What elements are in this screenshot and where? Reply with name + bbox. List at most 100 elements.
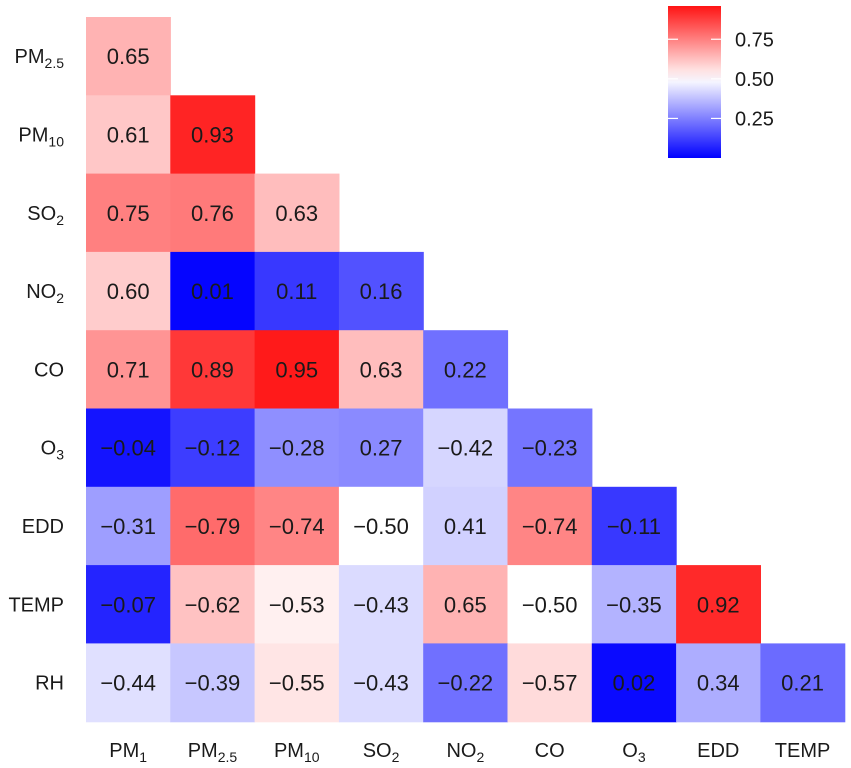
color-legend-ticks: 0.75 0.50 0.25	[668, 29, 774, 130]
x-axis-label-so2: SO2	[363, 740, 400, 765]
x-axis-label-pm25: PM2.5	[188, 740, 238, 765]
heatmap-cell-rh-co	[507, 643, 593, 723]
heatmap-cell-edd-no2	[423, 486, 509, 566]
heatmap-cell-rh-o3	[591, 643, 677, 723]
cell-value-label: 0.92	[697, 592, 740, 617]
cell-value-label: 0.02	[613, 671, 656, 696]
x-axis-label-temp: TEMP	[775, 740, 831, 762]
heatmap-cell-edd-so2	[338, 486, 424, 566]
heatmap-cell-rh-no2	[423, 643, 509, 723]
heatmap-cell-co-so2	[338, 330, 424, 410]
heatmap-cell-temp-co	[507, 565, 593, 644]
x-axis-label-pm10: PM10	[274, 740, 320, 765]
cell-value-label: −0.23	[522, 436, 578, 461]
heatmap-cell-no2-pm25	[170, 251, 256, 331]
heatmap-cell-o3-pm25	[170, 408, 256, 488]
y-axis-label-pm10: PM10	[18, 124, 64, 149]
heatmap-cell-labels: 0.65 0.61 0.93 0.75 0.76 0.63 0.60 0.01 0.11 0.16…	[100, 44, 824, 695]
cell-value-label: 0.34	[697, 671, 740, 696]
cell-value-label: −0.43	[353, 671, 409, 696]
y-axis-label-temp: TEMP	[8, 594, 64, 616]
y-axis-label-no2: NO2	[26, 281, 64, 306]
y-axis-label-so2: SO2	[27, 203, 64, 228]
heatmap-cell-edd-o3	[591, 486, 677, 566]
heatmap-cell-rh-pm25	[170, 643, 256, 723]
y-axis-label-rh: RH	[35, 673, 64, 695]
cell-value-label: −0.12	[185, 436, 241, 461]
cell-value-label: −0.22	[438, 671, 494, 696]
cell-value-label: −0.55	[269, 671, 325, 696]
heatmap-cell-co-pm10	[254, 330, 340, 410]
cell-value-label: −0.53	[269, 592, 325, 617]
heatmap-cell-temp-edd	[676, 565, 761, 644]
cell-value-label: 0.22	[444, 357, 487, 382]
cell-value-label: −0.28	[269, 436, 325, 461]
heatmap-cell-edd-pm10	[254, 486, 340, 566]
cell-value-label: −0.42	[438, 436, 494, 461]
heatmap-cell-o3-pm10	[254, 408, 340, 488]
cell-value-label: −0.74	[269, 514, 325, 539]
heatmap-cell-o3-co	[507, 408, 593, 488]
heatmap-cell-edd-pm25	[170, 486, 256, 566]
heatmap-cell-so2-pm10	[254, 173, 340, 253]
heatmap-cell-so2-pm1	[86, 173, 171, 253]
y-axis-label-o3: O3	[41, 438, 65, 463]
heatmap-cell-pm25-pm1	[86, 17, 171, 96]
cell-value-label: 0.93	[191, 122, 234, 147]
heatmap-cell-rh-pm10	[254, 643, 340, 723]
cell-value-label: 0.65	[444, 592, 487, 617]
cell-value-label: 0.89	[191, 357, 234, 382]
cell-value-label: 0.61	[107, 122, 150, 147]
heatmap-cell-edd-pm1	[86, 486, 171, 566]
cell-value-label: 0.16	[360, 279, 403, 304]
x-axis-label-no2: NO2	[446, 740, 484, 765]
heatmap-cell-so2-pm25	[170, 173, 256, 253]
heatmap-cell-rh-edd	[676, 643, 761, 723]
cell-value-label: −0.43	[353, 592, 409, 617]
cell-value-label: 0.11	[276, 279, 317, 304]
heatmap-cell-temp-no2	[423, 565, 509, 644]
color-legend-bar	[668, 6, 721, 158]
cell-value-label: −0.04	[100, 436, 156, 461]
heatmap-cell-edd-co	[507, 486, 593, 566]
heatmap-cell-rh-pm1	[86, 643, 171, 723]
heatmap-cell-co-pm25	[170, 330, 256, 410]
cell-value-label: −0.62	[185, 592, 241, 617]
cell-value-label: −0.74	[522, 514, 578, 539]
cell-value-label: 0.41	[444, 514, 487, 539]
cell-value-label: −0.35	[606, 592, 662, 617]
y-axis-label-co: CO	[34, 359, 64, 381]
heatmap-cell-o3-no2	[423, 408, 509, 488]
cell-value-label: 0.21	[781, 671, 824, 696]
heatmap-cell-co-pm1	[86, 330, 171, 410]
heatmap-cell-temp-pm1	[86, 565, 171, 644]
heatmap-cell-temp-pm25	[170, 565, 256, 644]
legend-tick-label: 0.25	[735, 108, 774, 130]
x-axis-labels: PM1 PM2.5 PM10 SO2 NO2 CO O3 EDD TEMP	[109, 740, 830, 765]
y-axis-labels: PM2.5 PM10 SO2 NO2 CO O3 EDD TEMP RH	[8, 46, 64, 694]
heatmap-cell-temp-so2	[338, 565, 424, 644]
x-axis-label-edd: EDD	[697, 740, 739, 762]
cell-value-label: 0.63	[275, 201, 318, 226]
cell-value-label: −0.39	[185, 671, 241, 696]
heatmap-cells	[86, 17, 846, 723]
heatmap-cell-temp-o3	[591, 565, 677, 644]
heatmap-cell-pm10-pm1	[86, 95, 171, 175]
y-axis-label-edd: EDD	[22, 516, 64, 538]
cell-value-label: −0.44	[100, 671, 156, 696]
legend-tick-label: 0.50	[735, 69, 774, 91]
color-legend: 0.75 0.50 0.25	[668, 6, 774, 158]
cell-value-label: −0.50	[353, 514, 409, 539]
cell-value-label: 0.71	[107, 357, 150, 382]
cell-value-label: 0.65	[107, 44, 150, 69]
cell-value-label: −0.31	[100, 514, 156, 539]
cell-value-label: −0.57	[522, 671, 578, 696]
cell-value-label: −0.50	[522, 592, 578, 617]
y-axis-label-pm25: PM2.5	[15, 46, 65, 71]
x-axis-label-pm1: PM1	[109, 740, 147, 765]
heatmap-cell-rh-temp	[760, 643, 846, 723]
cell-value-label: 0.75	[107, 201, 150, 226]
heatmap-cell-pm10-pm25	[170, 95, 256, 175]
cell-value-label: 0.01	[191, 279, 234, 304]
